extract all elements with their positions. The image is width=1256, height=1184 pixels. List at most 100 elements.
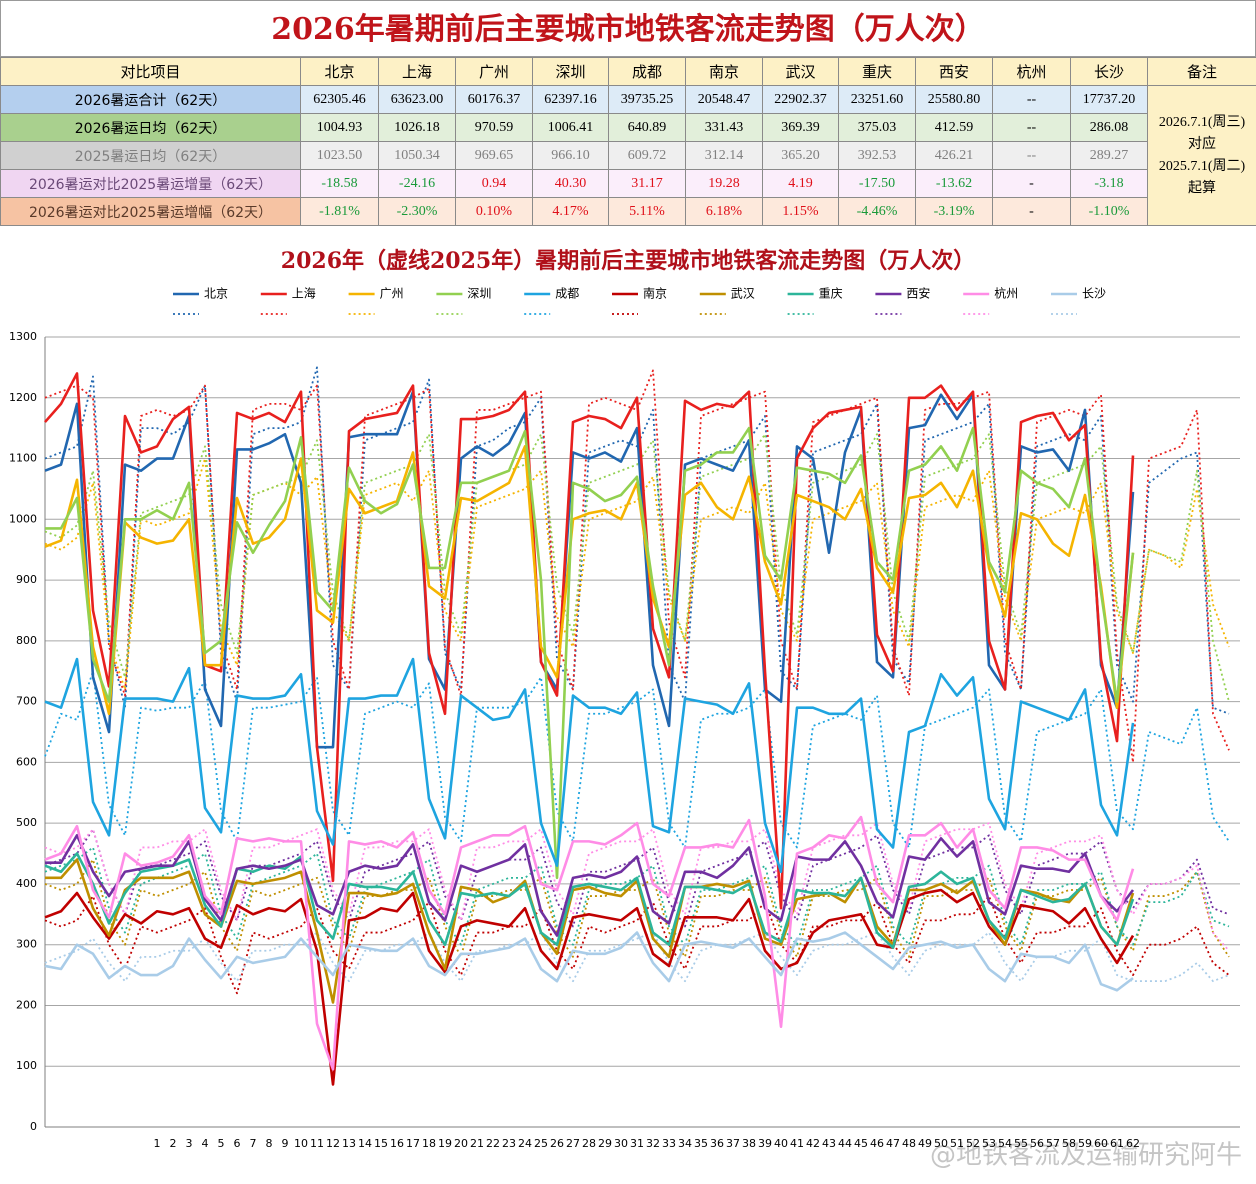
cell: 0.94 xyxy=(455,169,533,198)
x-tick-label: 59 xyxy=(1078,1137,1092,1150)
row-label: 2026暑运对比2025暑运增幅（62天） xyxy=(0,197,301,226)
cell: -24.16 xyxy=(378,169,456,198)
cell: 375.03 xyxy=(838,113,916,142)
legend-label: 武汉 xyxy=(731,287,755,301)
legend-label: 深圳 xyxy=(467,287,491,301)
legend-label: 南京 xyxy=(643,286,667,301)
x-tick-label: 7 xyxy=(250,1137,257,1150)
x-tick-label: 47 xyxy=(886,1137,900,1150)
cell: 312.14 xyxy=(685,141,763,170)
legend-label: 北京 xyxy=(204,287,228,301)
x-tick-label: 25 xyxy=(534,1137,548,1150)
x-tick-label: 6 xyxy=(234,1137,241,1150)
y-tick-label: 800 xyxy=(16,634,37,647)
y-tick-label: 200 xyxy=(16,998,37,1011)
cell: -2.30% xyxy=(378,197,456,226)
x-tick-label: 61 xyxy=(1110,1137,1124,1150)
cell: 62305.46 xyxy=(300,85,379,114)
x-tick-label: 24 xyxy=(518,1137,532,1150)
cell: 331.43 xyxy=(685,113,763,142)
note: 2026.7.1(周三)对应2025.7.1(周二)起算 xyxy=(1147,85,1256,226)
x-tick-label: 43 xyxy=(822,1137,836,1150)
main-title: 2026年暑期前后主要城市地铁客流走势图（万人次） xyxy=(0,0,1256,57)
legend-label: 西安 xyxy=(906,286,930,301)
cell: 365.20 xyxy=(762,141,839,170)
row-label: 2026暑运合计（62天） xyxy=(0,85,301,114)
cell: 1050.34 xyxy=(378,141,456,170)
cell: -18.58 xyxy=(300,169,379,198)
cell: -3.18 xyxy=(1070,169,1148,198)
x-tick-label: 52 xyxy=(966,1137,980,1150)
table-row: 2026暑运对比2025暑运增幅（62天） -1.81% -2.30% 0.10% 4.… xyxy=(0,197,1256,226)
header-cell: 成都 xyxy=(608,57,686,86)
cell: - xyxy=(992,169,1071,198)
cell: 1006.41 xyxy=(532,113,609,142)
y-tick-label: 300 xyxy=(16,938,37,951)
line-2025 xyxy=(44,931,1230,983)
header-cell: 杭州 xyxy=(992,57,1071,86)
header-cell: 西安 xyxy=(915,57,993,86)
y-tick-label: 1200 xyxy=(9,391,37,404)
table-row: 2026暑运对比2025暑运增量（62天） -18.58 -24.16 0.94 40.… xyxy=(0,169,1256,198)
x-tick-label: 1 xyxy=(154,1137,161,1150)
x-tick-label: 38 xyxy=(742,1137,756,1150)
legend-label: 重庆 xyxy=(819,287,843,301)
row-label: 2026暑运对比2025暑运增量（62天） xyxy=(0,169,301,198)
cell: 966.10 xyxy=(532,141,609,170)
cell: -4.46% xyxy=(838,197,916,226)
header-cell: 深圳 xyxy=(532,57,609,86)
x-tick-label: 13 xyxy=(342,1137,356,1150)
cell: 1026.18 xyxy=(378,113,456,142)
x-tick-label: 5 xyxy=(218,1137,225,1150)
x-tick-label: 51 xyxy=(950,1137,964,1150)
summary-table: 对比项目 北京 上海 广州 深圳 成都 南京 武汉 重庆 西安 杭州 长沙 备注 2026暑运合计（62天… xyxy=(0,57,1256,226)
cell: 31.17 xyxy=(608,169,686,198)
cell: 369.39 xyxy=(762,113,839,142)
x-tick-label: 31 xyxy=(630,1137,644,1150)
x-tick-label: 60 xyxy=(1094,1137,1108,1150)
legend-label: 长沙 xyxy=(1082,287,1106,301)
header-cell: 武汉 xyxy=(762,57,839,86)
legend-label: 杭州 xyxy=(994,286,1018,301)
header-cell: 备注 xyxy=(1147,57,1256,86)
x-tick-label: 62 xyxy=(1126,1137,1140,1150)
x-tick-label: 23 xyxy=(502,1137,516,1150)
x-tick-label: 49 xyxy=(918,1137,932,1150)
header-cell: 广州 xyxy=(455,57,533,86)
x-tick-label: 48 xyxy=(902,1137,916,1150)
legend-label: 广州 xyxy=(380,287,404,301)
x-tick-label: 56 xyxy=(1030,1137,1044,1150)
x-tick-label: 53 xyxy=(982,1137,996,1150)
header-cell: 长沙 xyxy=(1070,57,1148,86)
x-tick-label: 32 xyxy=(646,1137,660,1150)
x-tick-label: 2 xyxy=(170,1137,177,1150)
line-2026 xyxy=(45,834,1135,937)
cell: -17.50 xyxy=(838,169,916,198)
watermark: @地铁客流及运输研究阿牛 xyxy=(930,1141,1242,1171)
line-2025 xyxy=(44,895,1230,995)
cell: 25580.80 xyxy=(915,85,993,114)
cell: 426.21 xyxy=(915,141,993,170)
x-tick-label: 42 xyxy=(806,1137,820,1150)
line-2025 xyxy=(44,822,1230,952)
x-tick-label: 35 xyxy=(694,1137,708,1150)
cell: -1.81% xyxy=(300,197,379,226)
cell: 6.18% xyxy=(685,197,763,226)
y-tick-label: 100 xyxy=(16,1059,37,1072)
line-2025 xyxy=(44,846,1230,946)
cell: 39735.25 xyxy=(608,85,686,114)
x-tick-label: 40 xyxy=(774,1137,788,1150)
x-tick-label: 21 xyxy=(470,1137,484,1150)
y-tick-label: 1000 xyxy=(9,512,37,525)
line-2026 xyxy=(44,815,1135,1071)
cell: 0.10% xyxy=(455,197,533,226)
x-tick-label: 44 xyxy=(838,1137,852,1150)
x-tick-label: 54 xyxy=(998,1137,1012,1150)
header-cell: 重庆 xyxy=(838,57,916,86)
x-tick-label: 36 xyxy=(710,1137,724,1150)
cell: 63623.00 xyxy=(378,85,456,114)
y-tick-label: 500 xyxy=(16,816,37,829)
x-tick-label: 33 xyxy=(662,1137,676,1150)
